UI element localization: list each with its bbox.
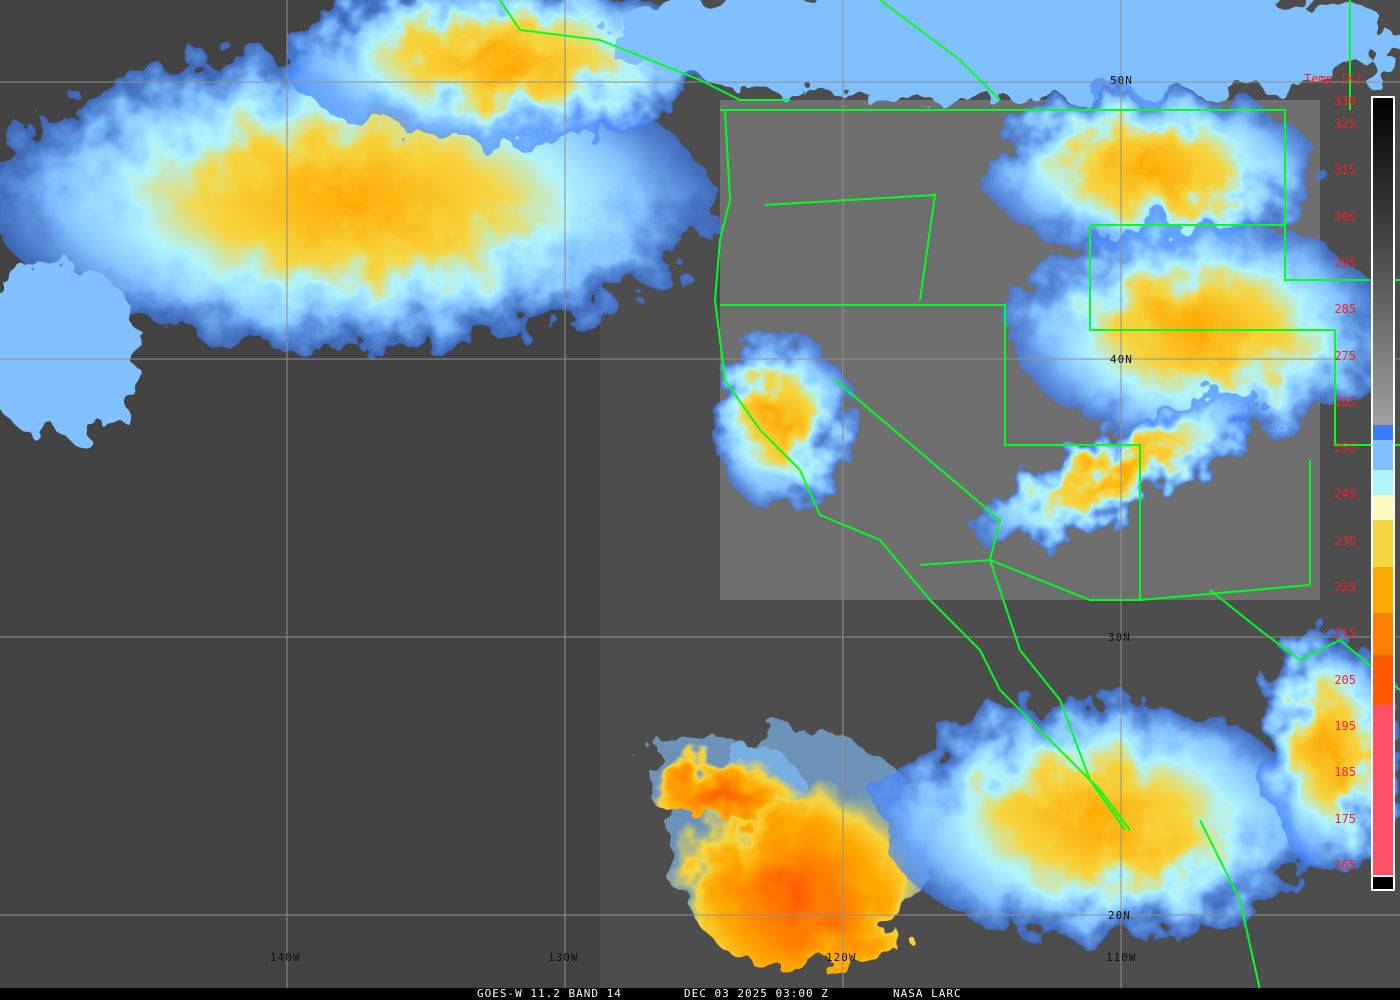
lon-label: 130W xyxy=(548,951,579,964)
colorbar-title: Temp [K] xyxy=(1304,72,1362,86)
political-borders xyxy=(499,0,1400,991)
colorbar-tick: 205 xyxy=(1334,672,1356,687)
cloud-fields xyxy=(0,0,1400,970)
colorbar-tick: 235 xyxy=(1334,533,1356,548)
lon-label: 120W xyxy=(826,951,857,964)
colorbar-tick: 275 xyxy=(1334,348,1356,363)
colorbar-tick: 195 xyxy=(1334,718,1356,733)
colorbar-tick: 325 xyxy=(1334,117,1356,131)
colorbar xyxy=(1371,96,1395,891)
colorbar-tick: 215 xyxy=(1334,626,1356,641)
colorbar-tick: 285 xyxy=(1334,302,1356,317)
colorbar-tick: 245 xyxy=(1334,487,1356,502)
caption-source: NASA LARC xyxy=(893,987,962,1000)
caption-satellite: GOES-W 11.2 BAND 14 xyxy=(477,987,622,1000)
image-caption: GOES-W 11.2 BAND 14 DEC 03 2025 03:00 Z … xyxy=(0,988,1400,1000)
colorbar-tick: 175 xyxy=(1334,811,1356,826)
lon-label: 110W xyxy=(1106,951,1137,964)
colorbar-tick: 225 xyxy=(1334,580,1356,594)
lat-label: 40N xyxy=(1110,353,1133,366)
colorbar-tick: 295 xyxy=(1334,255,1356,270)
colorbar-tick: 330 xyxy=(1334,94,1356,108)
lon-label: 140W xyxy=(270,951,301,964)
caption-datetime: DEC 03 2025 03:00 Z xyxy=(684,987,829,1000)
colorbar-tick: 255 xyxy=(1334,441,1356,456)
colorbar-tick: 165 xyxy=(1334,857,1356,872)
colorbar-tick: 185 xyxy=(1334,765,1356,780)
lat-label: 50N xyxy=(1110,74,1133,87)
colorbar-tick: 315 xyxy=(1334,163,1356,178)
lat-label: 20N xyxy=(1108,909,1131,922)
colorbar-tick: 305 xyxy=(1334,209,1356,224)
lat-label: 30N xyxy=(1108,631,1131,644)
colorbar-tick: 265 xyxy=(1334,394,1356,409)
